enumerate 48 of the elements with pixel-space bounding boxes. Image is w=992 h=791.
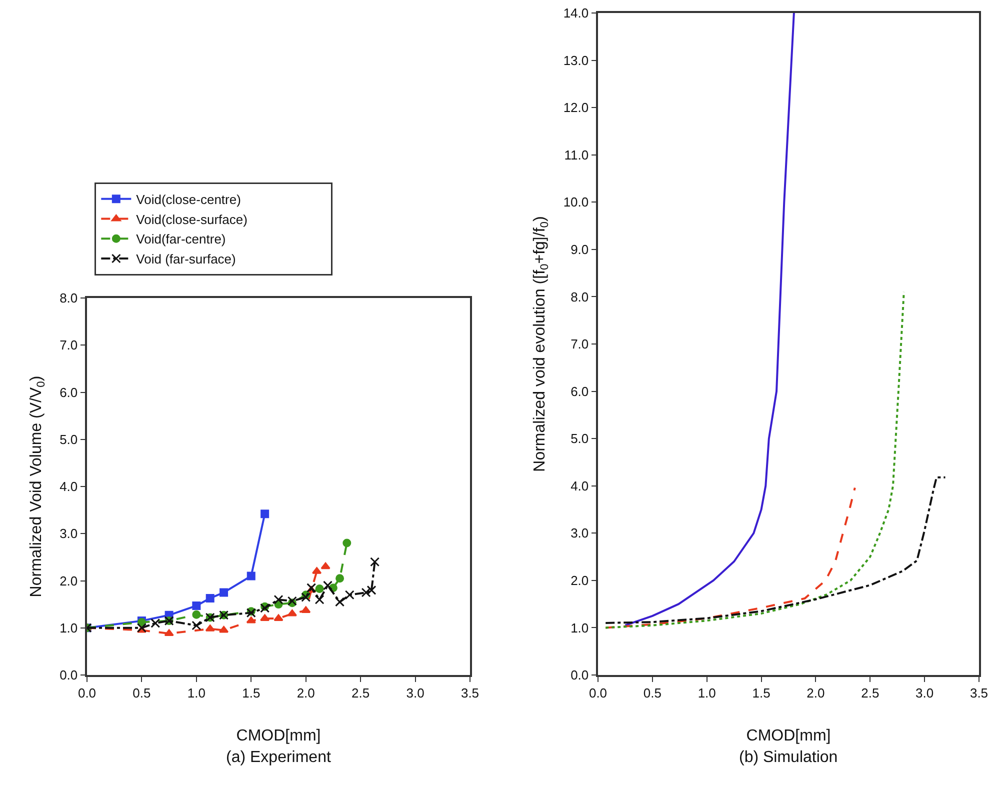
- y-tick-label: 2.0: [570, 572, 589, 588]
- y-tick-label: 1.0: [60, 620, 78, 636]
- legend-label: Void(far-centre): [136, 232, 226, 247]
- x-tick-label: 3.5: [460, 685, 480, 700]
- x-tick-label: 2.5: [352, 685, 370, 700]
- y-tick-label: 5.0: [570, 431, 589, 446]
- y-tick-label: 7.0: [60, 338, 78, 353]
- text: (b) Simulation: [739, 749, 838, 766]
- x-tick-label: 1.0: [698, 685, 716, 700]
- y-tick-label: 4.0: [570, 478, 589, 494]
- x-tick-label: 0.5: [132, 685, 151, 700]
- x-tick-label: 1.0: [187, 685, 206, 700]
- x-tick-label: 2.5: [861, 685, 880, 700]
- x-tick-label: 0.0: [588, 685, 608, 700]
- legend-label: Void (far-surface): [136, 252, 236, 267]
- y-tick-label: 3.0: [570, 526, 589, 541]
- y-tick-label: 6.0: [60, 384, 78, 400]
- x-tick-label: 3.5: [970, 685, 988, 700]
- y-tick-label: 8.0: [60, 290, 78, 306]
- x-tick-label: 3.0: [916, 685, 934, 700]
- legend-label: Void(close-surface): [136, 212, 248, 227]
- x-axis-title: CMOD[mm]: [236, 728, 321, 745]
- y-tick-label: 6.0: [570, 384, 589, 399]
- y-tick-label: 3.0: [60, 526, 78, 542]
- y-tick-label: 14.0: [563, 6, 589, 21]
- text: (a) Experiment: [226, 749, 332, 766]
- y-tick-label: 13.0: [563, 52, 589, 68]
- legend-label: Void(close-centre): [136, 192, 241, 207]
- y-tick-label: 9.0: [570, 242, 589, 257]
- y-tick-label: 4.0: [60, 479, 78, 494]
- x-tick-label: 2.0: [806, 685, 825, 700]
- y-tick-label: 5.0: [60, 432, 78, 447]
- x-tick-label: 0.5: [643, 685, 662, 700]
- y-tick-label: 12.0: [563, 100, 589, 116]
- y-tick-label: 7.0: [570, 336, 589, 352]
- y-tick-label: 0.0: [60, 668, 78, 683]
- y-tick-label: 11.0: [564, 147, 589, 162]
- x-tick-label: 0.0: [78, 685, 96, 700]
- y-tick-label: 0.0: [570, 668, 589, 683]
- x-tick-label: 2.0: [296, 685, 315, 700]
- y-tick-label: 1.0: [570, 620, 589, 636]
- x-tick-label: 1.5: [242, 685, 260, 700]
- y-tick-label: 2.0: [60, 573, 78, 588]
- x-tick-label: 1.5: [752, 685, 770, 700]
- x-axis-title: CMOD[mm]: [746, 728, 831, 745]
- x-tick-label: 3.0: [406, 685, 424, 700]
- y-tick-label: 10.0: [563, 194, 589, 210]
- y-tick-label: 8.0: [570, 289, 589, 304]
